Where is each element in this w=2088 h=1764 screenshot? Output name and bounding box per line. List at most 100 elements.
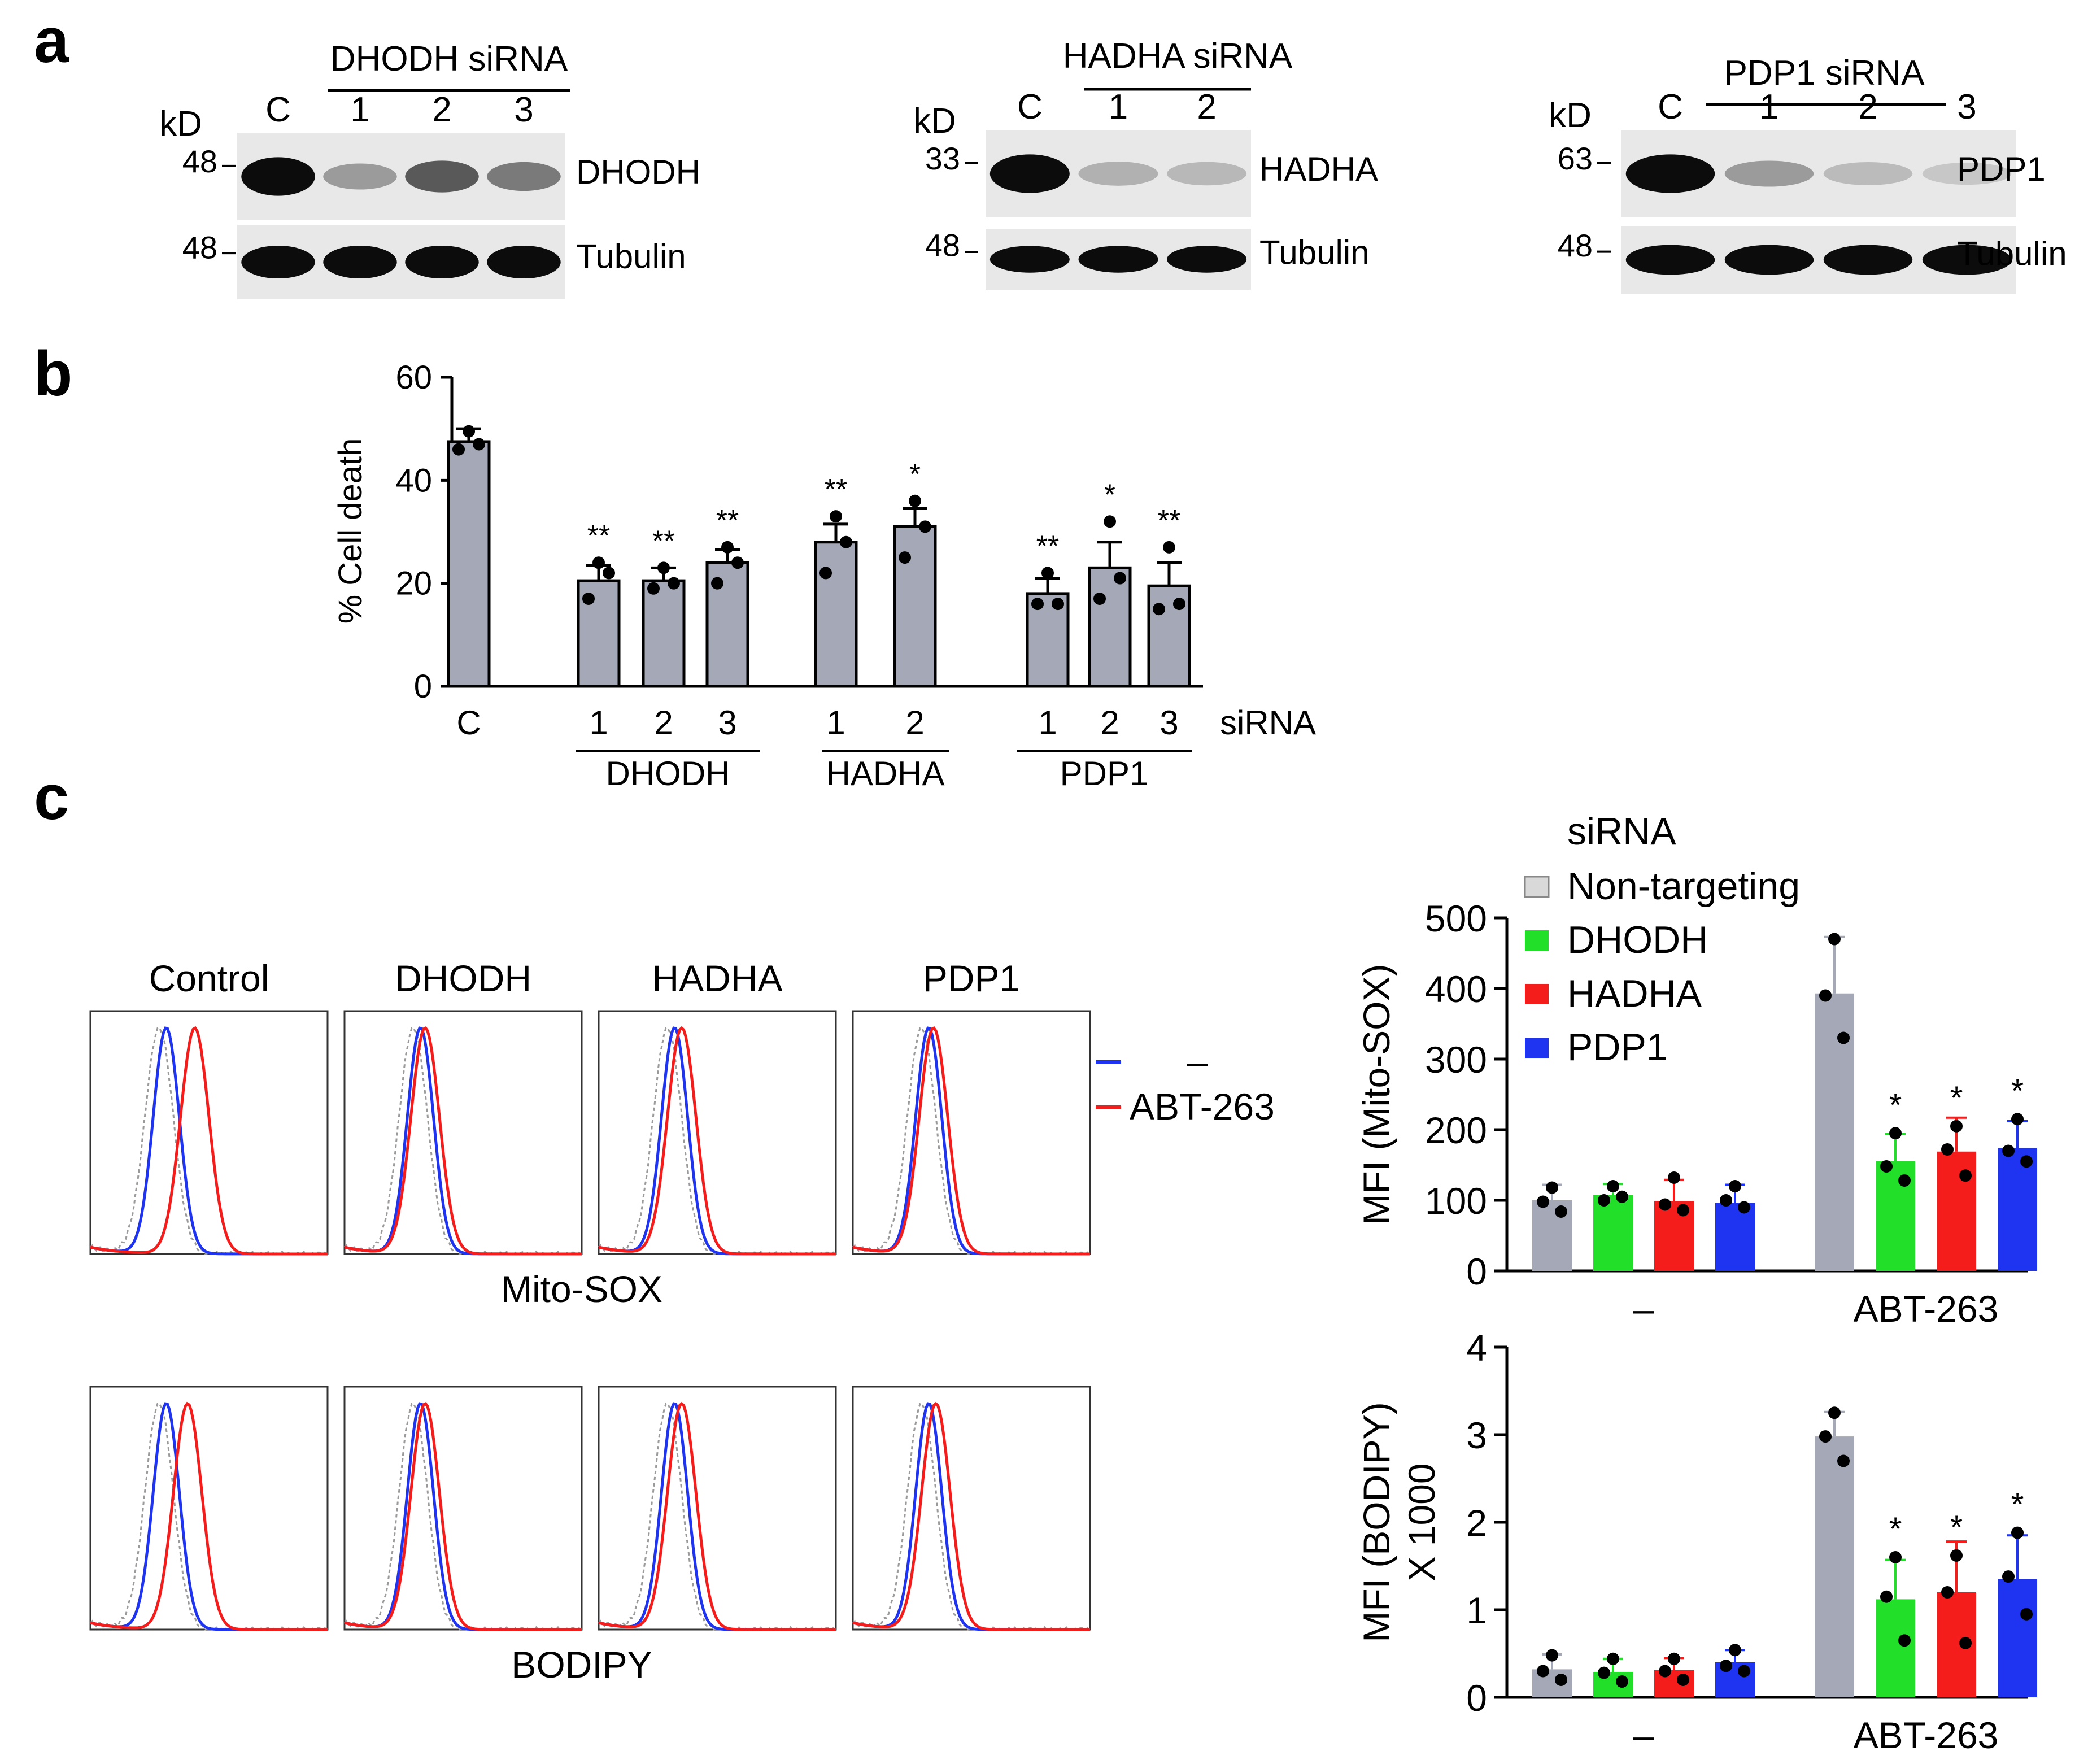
blot-title: DHODH siRNA bbox=[330, 40, 568, 79]
data-point bbox=[840, 535, 852, 548]
marker-label: 63 bbox=[1558, 141, 1593, 176]
data-point bbox=[1537, 1195, 1549, 1208]
data-point bbox=[2020, 1608, 2033, 1621]
y-tick-label: 200 bbox=[1425, 1109, 1487, 1151]
lane-label: 2 bbox=[1197, 88, 1216, 127]
data-point bbox=[1959, 1636, 1972, 1649]
data-point bbox=[1898, 1174, 1911, 1187]
data-point bbox=[1616, 1190, 1628, 1203]
data-point bbox=[1546, 1649, 1558, 1662]
y-tick-label: 100 bbox=[1425, 1180, 1487, 1222]
x-tick-label: 1 bbox=[589, 704, 608, 742]
y-axis-label: MFI (BODIPY) bbox=[1355, 1402, 1397, 1642]
y-axis-label: % Cell death bbox=[332, 438, 369, 624]
blot-band bbox=[1724, 245, 1814, 275]
histogram-row-label: Mito-SOX bbox=[501, 1268, 662, 1310]
y-tick-label: 3 bbox=[1466, 1414, 1487, 1456]
significance-mark: * bbox=[909, 458, 921, 491]
bar bbox=[1593, 1195, 1633, 1271]
y-tick-label: 300 bbox=[1425, 1039, 1487, 1081]
data-point bbox=[463, 425, 475, 438]
data-point bbox=[2020, 1155, 2033, 1168]
y-tick-label: 4 bbox=[1466, 1327, 1487, 1369]
panel-label-b: b bbox=[34, 338, 72, 409]
y-tick-label: 40 bbox=[395, 462, 432, 499]
data-point bbox=[1738, 1201, 1750, 1214]
bar bbox=[1815, 1436, 1854, 1697]
y-tick-label: 0 bbox=[1466, 1677, 1487, 1719]
data-point bbox=[1031, 598, 1044, 611]
histogram-frame bbox=[343, 1010, 583, 1255]
bar bbox=[1998, 1579, 2037, 1697]
bodipy-mfi-bar-chart: 0 1 2 3 4 MFI (BODIPY) X 1000 – ABT-263 * * * bbox=[1355, 1327, 2037, 1756]
significance-mark: ** bbox=[1158, 504, 1180, 537]
data-point bbox=[592, 556, 605, 569]
abt263-histogram bbox=[852, 1026, 1090, 1256]
data-point bbox=[2011, 1526, 2024, 1539]
x-suffix-label: siRNA bbox=[1220, 704, 1316, 742]
marker-label: 48 bbox=[925, 228, 960, 263]
data-point bbox=[1941, 1586, 1954, 1599]
blot-band bbox=[405, 245, 479, 279]
data-point bbox=[1819, 989, 1832, 1002]
y-tick-label: 1 bbox=[1466, 1589, 1487, 1631]
histogram-frame bbox=[852, 1010, 1091, 1255]
data-point bbox=[721, 541, 734, 554]
y-tick-label: 60 bbox=[395, 359, 432, 396]
abt263-histogram bbox=[344, 1401, 582, 1631]
bar bbox=[642, 579, 686, 688]
x-tick-label: 1 bbox=[1038, 704, 1057, 742]
lane-label: 2 bbox=[1858, 88, 1877, 127]
blot-band bbox=[405, 160, 479, 193]
blot-band bbox=[323, 163, 397, 190]
group-label: HADHA bbox=[826, 755, 944, 792]
significance-mark: * bbox=[1889, 1087, 1902, 1123]
data-point bbox=[1555, 1205, 1567, 1218]
data-point bbox=[1677, 1204, 1689, 1217]
x-tick-label: 2 bbox=[905, 704, 924, 742]
legend-label: HADHA bbox=[1567, 972, 1702, 1015]
significance-mark: ** bbox=[716, 504, 739, 537]
data-point bbox=[1889, 1127, 1902, 1140]
data-point bbox=[1659, 1665, 1671, 1678]
blot-title: PDP1 siRNA bbox=[1724, 54, 1925, 93]
protein-label: Tubulin bbox=[1259, 234, 1370, 272]
x-category-label: – bbox=[1633, 1714, 1654, 1756]
protein-label: HADHA bbox=[1259, 150, 1378, 188]
bar bbox=[893, 525, 937, 688]
bar bbox=[1998, 1148, 2037, 1271]
cell-death-bar-chart: 0 20 40 60 % Cell death C ** 1 ** 2 ** 3 DHODH ** 1 * 2 H… bbox=[332, 359, 1316, 792]
data-point bbox=[830, 510, 842, 523]
data-point bbox=[1114, 572, 1126, 585]
y-axis-label: MFI (Mito-SOX) bbox=[1355, 964, 1397, 1225]
data-point bbox=[1153, 603, 1165, 616]
data-point bbox=[1546, 1181, 1558, 1194]
histogram-frame bbox=[89, 1386, 329, 1631]
lane-label: 3 bbox=[514, 90, 533, 129]
significance-mark: * bbox=[1950, 1080, 1963, 1117]
data-point bbox=[1616, 1675, 1628, 1688]
data-point bbox=[1052, 598, 1064, 611]
western-blots: DHODH siRNA kD C 1 2 3 48 DHODH 48 Tubulin HADHA s… bbox=[159, 37, 2067, 299]
legend-label: Non-targeting bbox=[1567, 865, 1800, 908]
data-point bbox=[603, 567, 615, 580]
lane-label: C bbox=[1658, 88, 1683, 127]
blot-band bbox=[989, 154, 1070, 193]
bar bbox=[814, 541, 858, 688]
y-tick-label: 2 bbox=[1466, 1502, 1487, 1544]
significance-mark: * bbox=[1950, 1509, 1963, 1546]
data-point bbox=[1837, 1031, 1850, 1044]
kd-label: kD bbox=[913, 102, 956, 141]
x-tick-label: 2 bbox=[1100, 704, 1119, 742]
marker-label: 48 bbox=[182, 229, 217, 265]
significance-mark: * bbox=[2011, 1487, 2024, 1523]
y-tick-label: 400 bbox=[1425, 968, 1487, 1010]
blot-band bbox=[1078, 246, 1158, 273]
data-point bbox=[1959, 1169, 1972, 1182]
data-point bbox=[668, 577, 680, 590]
significance-mark: * bbox=[2011, 1073, 2024, 1109]
data-point bbox=[919, 520, 931, 533]
blot-band bbox=[241, 245, 315, 279]
y-tick-label: 20 bbox=[395, 565, 432, 602]
group-label: PDP1 bbox=[1060, 755, 1149, 792]
